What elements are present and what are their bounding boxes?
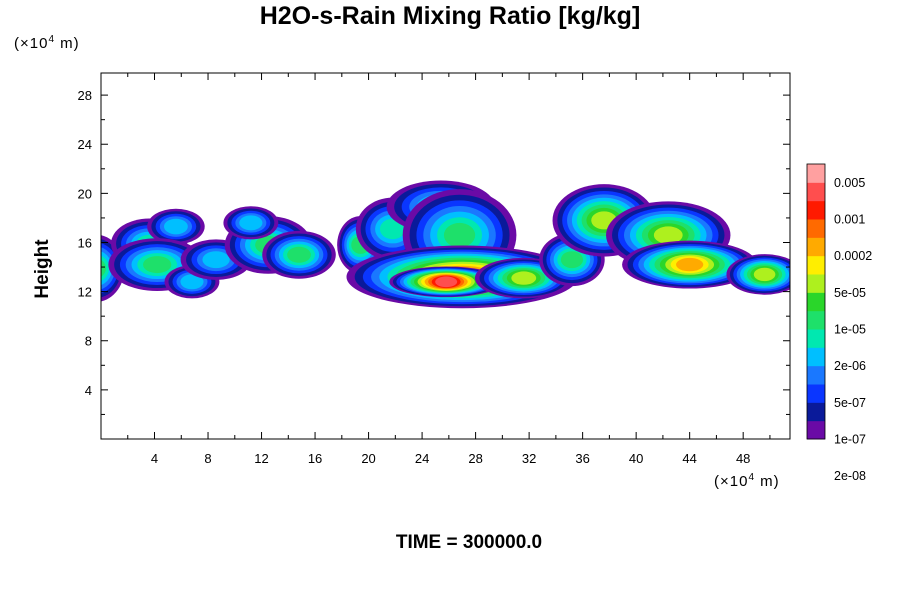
x-tick-label: 44 (682, 451, 696, 466)
rain-contour-band (101, 259, 106, 277)
colorbar-swatch (807, 420, 825, 440)
y-unit-prefix: (×10 (14, 35, 49, 52)
colorbar-frame (806, 163, 826, 440)
time-footer: TIME = 300000.0 (395, 532, 543, 553)
rain-contour-band (287, 246, 311, 263)
colorbar-label: 5e-07 (834, 396, 866, 410)
y-tick-label: 28 (78, 88, 92, 103)
x-tick-label: 8 (204, 451, 211, 466)
x-tick-label: 28 (468, 451, 482, 466)
colorbar-swatch (807, 200, 825, 220)
x-tick-label: 12 (254, 451, 268, 466)
y-axis-unit: (×104 m) (14, 34, 80, 52)
x-tick-label: 36 (575, 451, 589, 466)
colorbar-swatch (807, 292, 825, 312)
colorbar-label: 0.001 (834, 213, 865, 227)
colorbar-label: 0.005 (834, 176, 865, 190)
x-unit-exponent: 4 (748, 472, 756, 483)
colorbar-swatch (807, 164, 825, 183)
x-unit-prefix: (×10 (714, 473, 749, 490)
y-tick-label: 20 (78, 186, 92, 201)
rain-contour-band (653, 226, 683, 244)
rain-contour-band (676, 257, 704, 272)
y-tick-label: 24 (78, 137, 92, 152)
y-unit-suffix: m) (55, 35, 80, 52)
x-tick-label: 16 (308, 451, 322, 466)
colorbar-swatch (807, 329, 825, 348)
colorbar-swatch (807, 402, 825, 422)
colorbar-swatch (807, 182, 825, 202)
rain-contour-band (239, 215, 263, 231)
y-tick-label: 16 (78, 235, 92, 250)
x-tick-label: 40 (629, 451, 643, 466)
chart-title: H2O-s-Rain Mixing Ratio [kg/kg] (259, 2, 641, 30)
colorbar-swatch (807, 274, 825, 293)
rain-contour-band (379, 218, 406, 240)
x-tick-label: 32 (522, 451, 536, 466)
x-tick-label: 4 (151, 451, 158, 466)
rain-contour-band (753, 267, 776, 282)
colorbar-label: 0.0002 (834, 249, 872, 263)
colorbar: 0.005 0.001 0.0002 5e-05 1e-05 2e-06 5e-07 1e-0… (806, 163, 872, 483)
rain-contour-band (435, 276, 458, 288)
colorbar-swatch (807, 310, 825, 330)
x-unit-suffix: m) (755, 473, 780, 490)
colorbar-swatch (807, 365, 825, 385)
colorbar-swatch (807, 384, 825, 403)
rain-contour-band (560, 251, 584, 269)
rain-contour-band (443, 222, 476, 248)
colorbar-swatch (807, 237, 825, 257)
colorbar-swatch (807, 255, 825, 275)
rain-field-layer (101, 180, 790, 309)
x-tick-label: 24 (415, 451, 429, 466)
y-tick-label: 4 (85, 383, 92, 398)
colorbar-swatch (807, 347, 825, 367)
x-axis-unit: (×104 m) (714, 472, 780, 490)
rain-contour-band (180, 274, 204, 290)
colorbar-label: 1e-05 (834, 323, 866, 337)
colorbar-label: 2e-08 (834, 469, 866, 483)
colorbar-label: 5e-05 (834, 286, 866, 300)
y-unit-exponent: 4 (48, 34, 56, 45)
rain-contour-band (164, 218, 188, 235)
x-tick-label: 48 (736, 451, 750, 466)
colorbar-label: 1e-07 (834, 433, 866, 447)
colorbar-swatch (807, 219, 825, 238)
plot-frame (100, 72, 791, 440)
rain-contour-band (202, 251, 230, 269)
y-tick-label: 12 (78, 285, 92, 300)
colorbar-label: 2e-06 (834, 359, 866, 373)
x-tick-label: 20 (361, 451, 375, 466)
y-tick-label: 8 (85, 334, 92, 349)
rain-contour-band (511, 271, 537, 285)
rain-contour-band (143, 256, 172, 274)
